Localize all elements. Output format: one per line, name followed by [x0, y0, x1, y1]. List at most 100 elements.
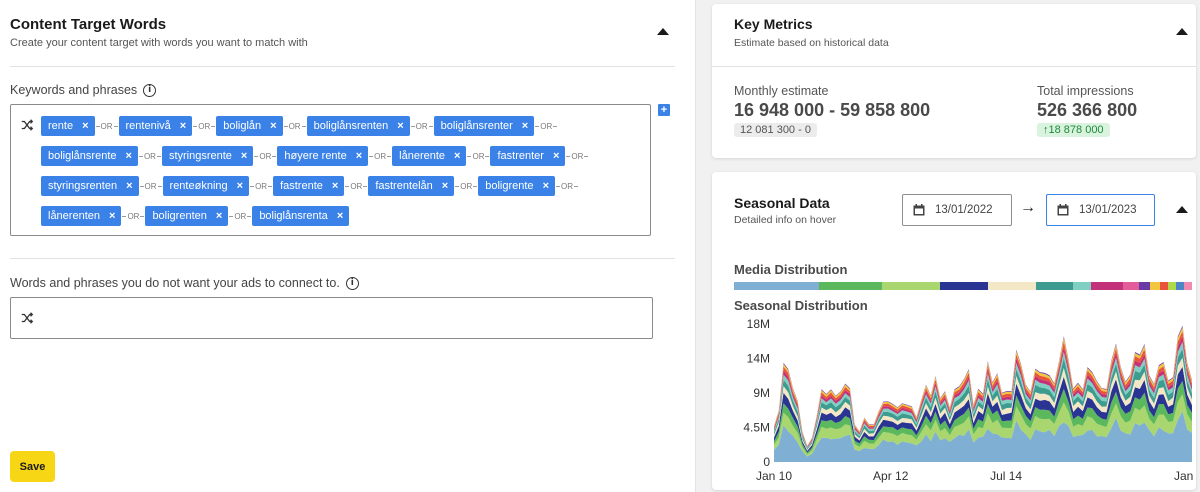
- keyword-chip-label: fastrenter: [497, 150, 544, 162]
- keyword-chip[interactable]: styringsrente ×: [161, 146, 254, 166]
- area-series[interactable]: [774, 381, 1192, 455]
- media-segment[interactable]: [1160, 282, 1169, 290]
- date-from-picker[interactable]: 13/01/2022: [902, 194, 1012, 226]
- remove-keyword-icon[interactable]: ×: [82, 120, 89, 132]
- divider: [10, 258, 675, 259]
- remove-keyword-icon[interactable]: ×: [336, 210, 344, 222]
- keyword-chip[interactable]: fastrente ×: [273, 176, 345, 196]
- keyword-chip-label: lånerenten: [48, 210, 100, 222]
- media-segment[interactable]: [940, 282, 989, 290]
- media-segment[interactable]: [1168, 282, 1177, 290]
- collapse-caret-icon[interactable]: [657, 28, 669, 35]
- keyword-chip[interactable]: fastrenter ×: [490, 146, 566, 166]
- media-segment[interactable]: [734, 282, 819, 290]
- arrow-right-icon: →: [1020, 199, 1036, 216]
- keyword-chip[interactable]: boliglånsrenter ×: [433, 116, 535, 136]
- keyword-chip-label: boligrenten: [152, 210, 207, 222]
- date-to-picker[interactable]: 13/01/2023: [1046, 194, 1155, 226]
- remove-keyword-icon[interactable]: ×: [109, 210, 116, 222]
- keyword-chip[interactable]: rente ×: [41, 116, 95, 136]
- keyword-row: lånerenten × OR boligrenten × OR boliglånsrent…: [41, 205, 644, 227]
- media-segment[interactable]: [1138, 282, 1150, 290]
- remove-keyword-icon[interactable]: ×: [236, 180, 244, 192]
- save-button[interactable]: Save: [10, 451, 55, 482]
- area-series[interactable]: [774, 394, 1192, 457]
- keyword-chip[interactable]: lånerenten ×: [41, 206, 122, 226]
- media-segment[interactable]: [1176, 282, 1184, 290]
- remove-keyword-icon[interactable]: ×: [521, 120, 529, 132]
- arrow-up-icon: ↑: [1043, 124, 1049, 136]
- keyword-chip-list: rente × OR rentenivå × OR boliglån × OR boliglåns…: [41, 115, 644, 235]
- keyword-chip-label: boligrente: [485, 180, 534, 192]
- media-segment[interactable]: [1149, 282, 1161, 290]
- media-segment[interactable]: [1123, 282, 1139, 290]
- x-tick-label: Jan 10: [756, 469, 792, 483]
- or-separator: OR: [95, 122, 119, 131]
- or-separator: OR: [466, 152, 490, 161]
- keyword-chip[interactable]: høyere rente ×: [277, 146, 369, 166]
- remove-keyword-icon[interactable]: ×: [542, 180, 549, 192]
- remove-keyword-icon[interactable]: ×: [552, 150, 560, 162]
- remove-keyword-icon[interactable]: ×: [270, 120, 277, 132]
- remove-keyword-icon[interactable]: ×: [454, 150, 461, 162]
- keyword-chip[interactable]: boliglån ×: [216, 116, 283, 136]
- y-tick-label: 0: [763, 455, 770, 469]
- keyword-chip-label: høyere rente: [284, 150, 347, 162]
- total-impressions-change-badge: ↑18 878 000: [1037, 123, 1110, 137]
- calendar-icon: [913, 204, 925, 216]
- remove-keyword-icon[interactable]: ×: [126, 180, 133, 192]
- keyword-chip[interactable]: boligrente ×: [478, 176, 555, 196]
- remove-keyword-icon[interactable]: ×: [441, 180, 449, 192]
- remove-keyword-icon[interactable]: ×: [397, 120, 404, 132]
- media-segment[interactable]: [988, 282, 1036, 290]
- total-impressions-change-value: 18 878 000: [1048, 124, 1104, 136]
- remove-keyword-icon[interactable]: ×: [179, 120, 187, 132]
- info-icon[interactable]: i: [143, 83, 157, 97]
- media-segment[interactable]: [1072, 282, 1092, 290]
- media-segment[interactable]: [882, 282, 941, 290]
- info-icon[interactable]: i: [345, 276, 359, 290]
- area-series[interactable]: [774, 366, 1192, 453]
- remove-keyword-icon[interactable]: ×: [215, 210, 223, 222]
- keywords-input[interactable]: rente × OR rentenivå × OR boliglån × OR boliglåns…: [10, 104, 651, 236]
- keyword-chip[interactable]: boligrenten ×: [145, 206, 229, 226]
- or-separator: OR: [534, 122, 558, 131]
- keyword-row: styringsrenten × OR renteøkning × OR fastrente…: [41, 175, 644, 197]
- or-separator: OR: [555, 182, 579, 191]
- remove-keyword-icon[interactable]: ×: [355, 150, 363, 162]
- negative-label-row: Words and phrases you do not want your a…: [10, 276, 359, 290]
- remove-keyword-icon[interactable]: ×: [331, 180, 339, 192]
- or-separator: OR: [192, 122, 216, 131]
- y-tick-label: 9M: [753, 386, 770, 400]
- media-distribution-bar[interactable]: [734, 282, 1192, 290]
- keyword-chip-label: boliglånsrenta: [259, 210, 328, 222]
- keyword-chip[interactable]: boliglånsrenta ×: [252, 206, 350, 226]
- add-keyword-button[interactable]: +: [658, 104, 670, 116]
- keyword-chip[interactable]: boliglånsrenten ×: [306, 116, 410, 136]
- area-series[interactable]: [774, 411, 1192, 462]
- keyword-chip[interactable]: renteøkning ×: [162, 176, 250, 196]
- remove-keyword-icon[interactable]: ×: [125, 150, 132, 162]
- keyword-chip[interactable]: boliglånsrente ×: [41, 146, 138, 166]
- keyword-chip-label: rentenivå: [125, 120, 171, 132]
- keyword-chip[interactable]: styringsrenten ×: [41, 176, 139, 196]
- media-distribution-title: Media Distribution: [734, 262, 848, 277]
- keyword-chip[interactable]: lånerente ×: [392, 146, 467, 166]
- negative-keywords-input[interactable]: [10, 297, 653, 339]
- collapse-caret-icon[interactable]: [1176, 206, 1188, 213]
- media-segment[interactable]: [1183, 282, 1192, 290]
- keyword-chip[interactable]: fastrentelån ×: [368, 176, 455, 196]
- seasonal-distribution-title: Seasonal Distribution: [734, 298, 868, 313]
- collapse-caret-icon[interactable]: [1176, 28, 1188, 35]
- shuffle-icon: [21, 312, 34, 324]
- remove-keyword-icon[interactable]: ×: [240, 150, 248, 162]
- keyword-chip-label: boliglån: [223, 120, 262, 132]
- keyword-chip[interactable]: rentenivå ×: [118, 116, 193, 136]
- media-segment[interactable]: [818, 282, 883, 290]
- media-segment[interactable]: [1035, 282, 1073, 290]
- media-segment[interactable]: [1091, 282, 1124, 290]
- or-separator: OR: [138, 152, 162, 161]
- keyword-chip-label: lånerente: [399, 150, 446, 162]
- keyword-chip-label: rente: [48, 120, 74, 132]
